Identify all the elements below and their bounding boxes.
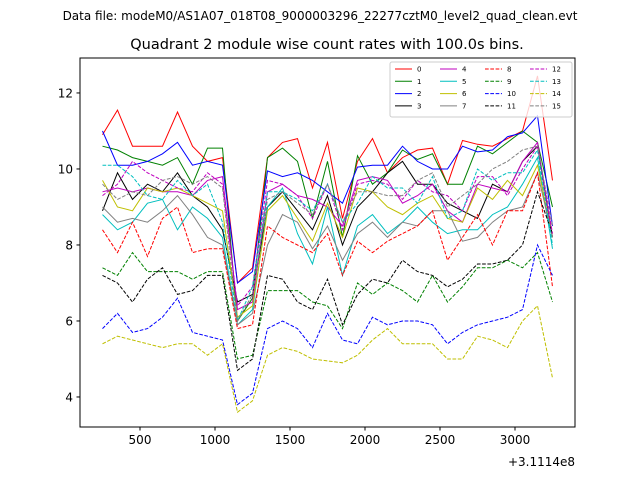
x-offset-text: +3.1114e8 [508, 455, 575, 469]
legend-label-11: 11 [507, 102, 516, 110]
x-tick-label: 3000 [500, 433, 531, 447]
legend-label-3: 3 [417, 102, 421, 110]
y-tick-label: 4 [65, 390, 73, 404]
y-tick-label: 12 [58, 86, 73, 100]
x-tick-label: 1500 [275, 433, 306, 447]
legend-box [389, 61, 573, 118]
series-line-9 [102, 251, 553, 360]
legend-label-13: 13 [552, 78, 561, 86]
legend-label-6: 6 [462, 90, 467, 98]
series-line-3 [102, 145, 553, 303]
series-line-10 [102, 243, 553, 406]
x-tick-label: 1000 [200, 433, 231, 447]
series-line-5 [102, 156, 553, 326]
y-tick-label: 8 [65, 238, 73, 252]
series-line-14 [102, 304, 553, 414]
y-tick-label: 10 [58, 162, 73, 176]
legend-label-2: 2 [417, 90, 421, 98]
axes-ticks: 500 1000 1500 2000 2500 3000 4 6 8 10 12 [58, 86, 531, 447]
legend-label-5: 5 [462, 78, 466, 86]
y-tick-label: 6 [65, 314, 73, 328]
series-line-8 [102, 170, 553, 330]
legend-label-10: 10 [507, 90, 516, 98]
series-line-15 [102, 145, 553, 323]
series-line-2 [102, 114, 553, 284]
x-tick-label: 500 [129, 433, 152, 447]
suptitle: Data file: modeM0/AS1A07_018T08_90000032… [63, 9, 578, 23]
axes-frame [79, 57, 576, 428]
legend-label-8: 8 [507, 66, 511, 74]
legend-label-4: 4 [462, 66, 467, 74]
chart-title: Quadrant 2 module wise count rates with … [130, 37, 524, 53]
series-line-13 [102, 148, 553, 323]
legend-label-7: 7 [462, 102, 466, 110]
series-line-11 [102, 190, 553, 372]
series-line-1 [102, 130, 553, 323]
legend-label-12: 12 [552, 66, 561, 74]
legend-label-1: 1 [417, 78, 421, 86]
series-line-7 [102, 171, 553, 326]
x-tick-label: 2500 [425, 433, 456, 447]
legend-label-15: 15 [552, 102, 561, 110]
legend-label-9: 9 [507, 78, 511, 86]
legend-label-0: 0 [417, 66, 421, 74]
series-line-0 [102, 75, 553, 285]
plot-lines [102, 75, 553, 414]
legend-label-14: 14 [552, 90, 561, 98]
x-tick-label: 2000 [350, 433, 381, 447]
